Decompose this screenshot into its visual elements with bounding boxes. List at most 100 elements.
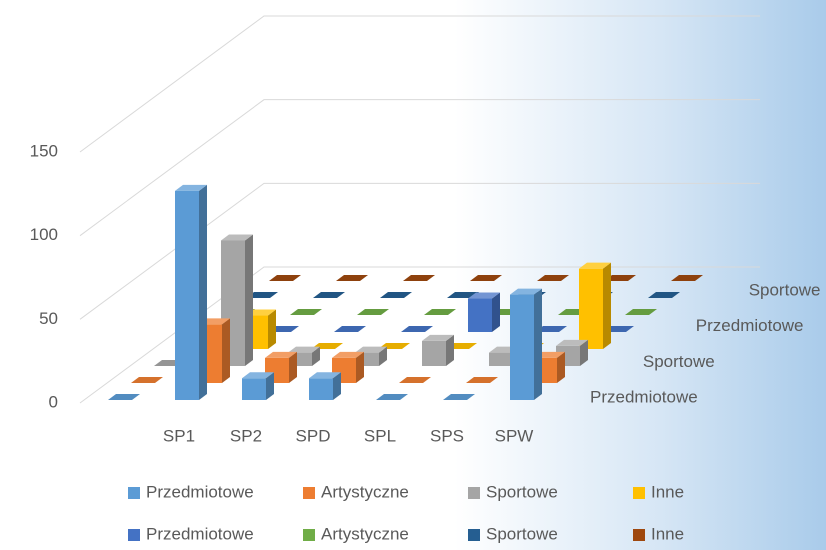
bar-side [356,351,364,383]
bar-top [332,351,364,358]
bar [175,184,207,400]
bar [579,262,611,349]
bar-side [245,234,253,366]
bar [290,309,322,315]
bar-front [510,294,534,400]
bar-front [579,268,603,349]
bar [313,292,345,298]
bar-top [424,309,456,315]
bar [443,394,475,400]
bar-top [242,372,274,379]
bar-top [399,377,431,383]
legend-label: Sportowe [486,524,558,543]
bar-top [380,292,412,298]
bar-top [556,339,588,346]
bar [334,326,366,332]
x-tick-label: SPD [296,426,331,445]
bar-top [468,292,500,299]
legend-swatch [303,529,315,541]
bar [466,377,498,383]
y-tick-label: 150 [30,141,58,160]
legend-label: Inne [651,524,684,543]
bar-top [336,275,368,281]
bar-top [246,292,278,298]
bar-side [446,334,454,366]
bar [537,275,569,281]
bar-front [489,352,513,366]
bar-top [221,234,253,241]
bar [671,275,703,281]
bar-top [579,262,611,269]
legend-label: Przedmiotowe [146,524,254,543]
x-tick-label: SPS [430,426,464,445]
x-tick-label: SP1 [163,426,195,445]
grid-line [79,182,760,320]
legend-swatch [128,487,140,499]
bar [648,292,680,298]
bar [422,334,454,366]
bar-top [671,275,703,281]
bar-top [648,292,680,298]
bar-top [401,326,433,332]
bar-top [537,275,569,281]
bar-side [333,372,341,400]
bar-top [265,351,297,358]
bar-side [534,288,542,400]
bar-top [443,394,475,400]
bar [424,309,456,315]
depth-label: Sportowe [643,352,715,371]
bar-side [379,346,387,366]
bar-front [175,190,199,400]
bar [399,377,431,383]
bar [108,394,140,400]
bar-top [357,309,389,315]
y-tick-label: 0 [49,392,58,411]
bar [470,275,502,281]
bar-side [268,309,276,349]
bar-top [376,394,408,400]
bar [246,292,278,298]
legend-swatch [128,529,140,541]
legend-label: Przedmiotowe [146,482,254,501]
legend-label: Inne [651,482,684,501]
bar [131,377,163,383]
y-tick-label: 100 [30,225,58,244]
bar-side [580,339,588,366]
bar [510,288,542,400]
bar [468,292,500,332]
bar [604,275,636,281]
legend-swatch [633,529,645,541]
bar [357,309,389,315]
bar-top [131,377,163,383]
bar-front [242,378,266,400]
bar-side [222,318,230,383]
bar-top [269,275,301,281]
bar [336,275,368,281]
bar [535,326,567,332]
bar [265,351,297,383]
legend-swatch [303,487,315,499]
bar [401,326,433,332]
legend-label: Artystyczne [321,524,409,543]
bar [269,275,301,281]
bar-top [334,326,366,332]
depth-label: Sportowe [749,280,821,299]
bar-front [309,378,333,400]
bar-side [557,351,565,383]
grid-line [79,99,760,237]
x-tick-label: SPW [495,426,534,445]
bar-front [422,340,446,366]
bar [380,292,412,298]
bar [332,351,364,383]
bar-side [199,184,207,400]
legend-label: Artystyczne [321,482,409,501]
bar-top [290,309,322,315]
bar-side [266,372,274,400]
legend-swatch [468,529,480,541]
bar [625,309,657,315]
bar-top [175,184,207,191]
bar-top [604,275,636,281]
bar [242,372,274,400]
grid-line [79,15,760,153]
